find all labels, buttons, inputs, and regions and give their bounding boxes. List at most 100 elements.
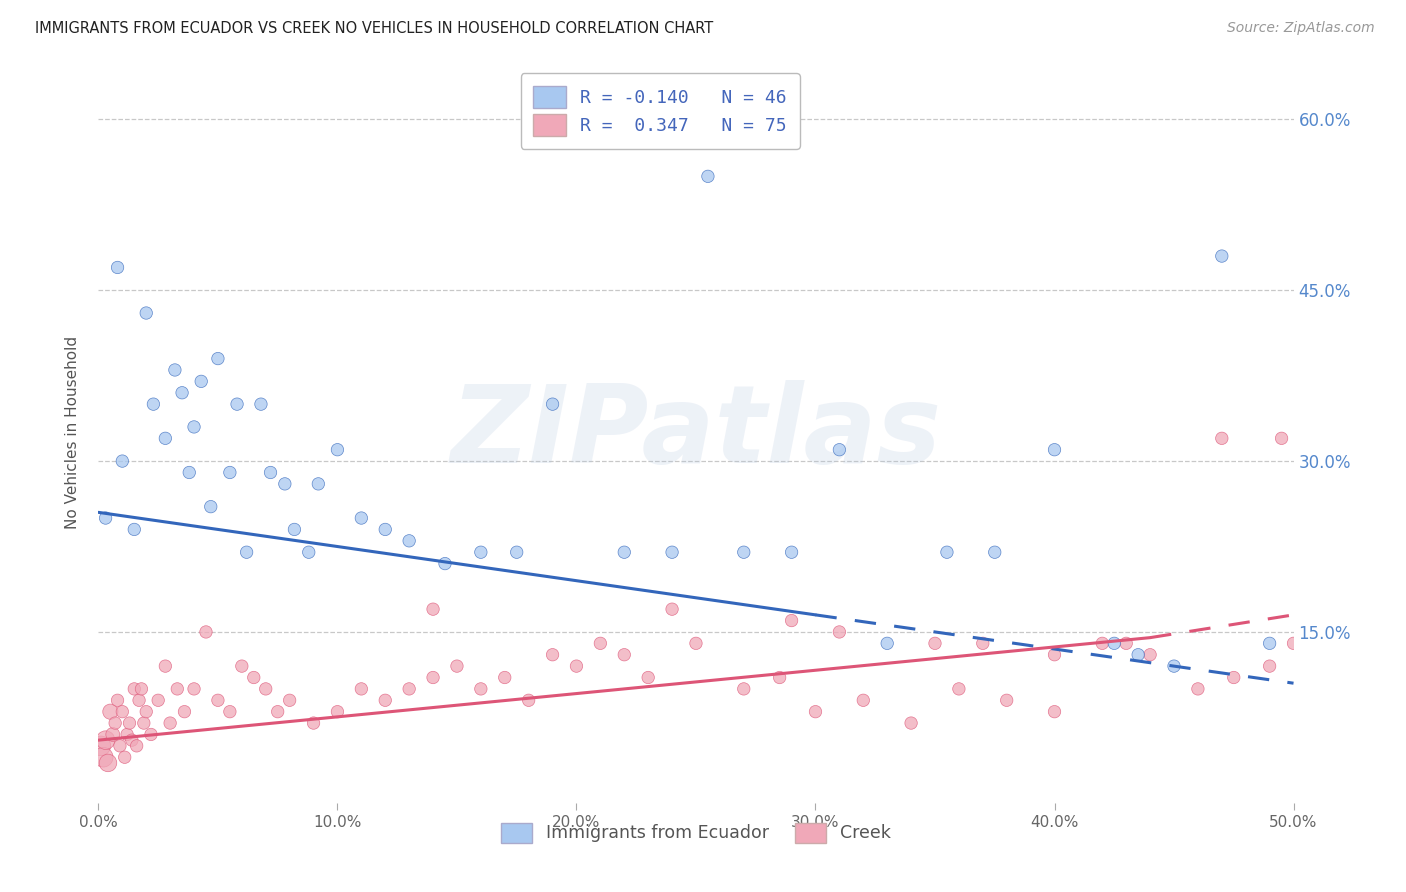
Point (108, 739, 131, 753)
Point (565, 659, 588, 673)
Point (1223, 671, 1246, 685)
Point (207, 693, 229, 707)
Point (132, 716, 155, 731)
Point (121, 733, 143, 747)
Point (685, 636, 707, 650)
Point (166, 681, 188, 696)
Point (398, 533, 420, 548)
Point (124, 523, 146, 537)
Point (828, 624, 851, 639)
Point (1091, 636, 1114, 650)
Point (101, 727, 124, 741)
Point (114, 750, 136, 764)
Point (422, 602, 444, 616)
Point (250, 397, 273, 411)
Point (243, 671, 266, 685)
Point (876, 636, 898, 650)
Point (541, 397, 564, 411)
Point (1258, 636, 1281, 650)
Point (1043, 442, 1066, 457)
Legend: Immigrants from Ecuador, Creek: Immigrants from Ecuador, Creek (494, 815, 898, 850)
Point (780, 545, 803, 559)
Point (1115, 636, 1137, 650)
Text: IMMIGRANTS FROM ECUADOR VS CREEK NO VEHICLES IN HOUSEHOLD CORRELATION CHART: IMMIGRANTS FROM ECUADOR VS CREEK NO VEHI… (35, 21, 713, 36)
Point (434, 557, 457, 571)
Point (804, 705, 827, 719)
Point (733, 545, 755, 559)
Point (1211, 249, 1233, 263)
Point (1104, 636, 1126, 650)
Text: ZIPatlas: ZIPatlas (450, 380, 942, 485)
Point (374, 523, 396, 537)
Point (350, 681, 373, 696)
Point (1187, 681, 1209, 696)
Point (307, 476, 329, 491)
Point (470, 545, 492, 559)
Point (1282, 636, 1305, 650)
Point (1043, 648, 1066, 662)
Point (1271, 431, 1294, 445)
Point (207, 351, 229, 366)
Point (924, 636, 946, 650)
Point (613, 648, 636, 662)
Point (661, 545, 683, 559)
Point (494, 671, 516, 685)
Point (936, 545, 959, 559)
Point (107, 260, 129, 275)
Point (302, 716, 325, 731)
Y-axis label: No Vehicles in Household: No Vehicles in Household (65, 336, 80, 529)
Point (107, 693, 129, 707)
Point (267, 705, 290, 719)
Point (298, 545, 321, 559)
Point (94, 733, 117, 747)
Point (104, 716, 127, 731)
Point (155, 659, 177, 673)
Point (900, 716, 922, 731)
Point (94, 511, 117, 525)
Point (769, 671, 792, 685)
Point (125, 739, 148, 753)
Point (97, 756, 120, 770)
Point (135, 705, 157, 719)
Point (326, 442, 349, 457)
Point (128, 693, 150, 707)
Point (1258, 659, 1281, 673)
Point (1043, 705, 1066, 719)
Point (226, 397, 249, 411)
Point (326, 705, 349, 719)
Point (124, 681, 146, 696)
Point (517, 693, 540, 707)
Point (852, 693, 875, 707)
Point (219, 705, 242, 719)
Point (733, 681, 755, 696)
Point (90, 739, 112, 753)
Point (398, 681, 420, 696)
Point (972, 636, 994, 650)
Point (506, 545, 529, 559)
Point (190, 375, 212, 389)
Point (446, 659, 468, 673)
Point (142, 397, 165, 411)
Point (661, 602, 683, 616)
Point (283, 523, 305, 537)
Point (183, 681, 205, 696)
Point (278, 693, 301, 707)
Point (948, 681, 970, 696)
Point (995, 693, 1018, 707)
Point (254, 681, 277, 696)
Point (200, 500, 222, 514)
Point (219, 466, 242, 480)
Point (155, 431, 177, 445)
Point (159, 716, 181, 731)
Point (274, 476, 297, 491)
Point (135, 306, 157, 320)
Point (637, 671, 659, 685)
Point (1211, 431, 1233, 445)
Point (231, 659, 253, 673)
Point (235, 545, 257, 559)
Text: Source: ZipAtlas.com: Source: ZipAtlas.com (1227, 21, 1375, 35)
Point (139, 727, 162, 741)
Point (118, 716, 141, 731)
Point (98, 705, 122, 719)
Point (541, 648, 564, 662)
